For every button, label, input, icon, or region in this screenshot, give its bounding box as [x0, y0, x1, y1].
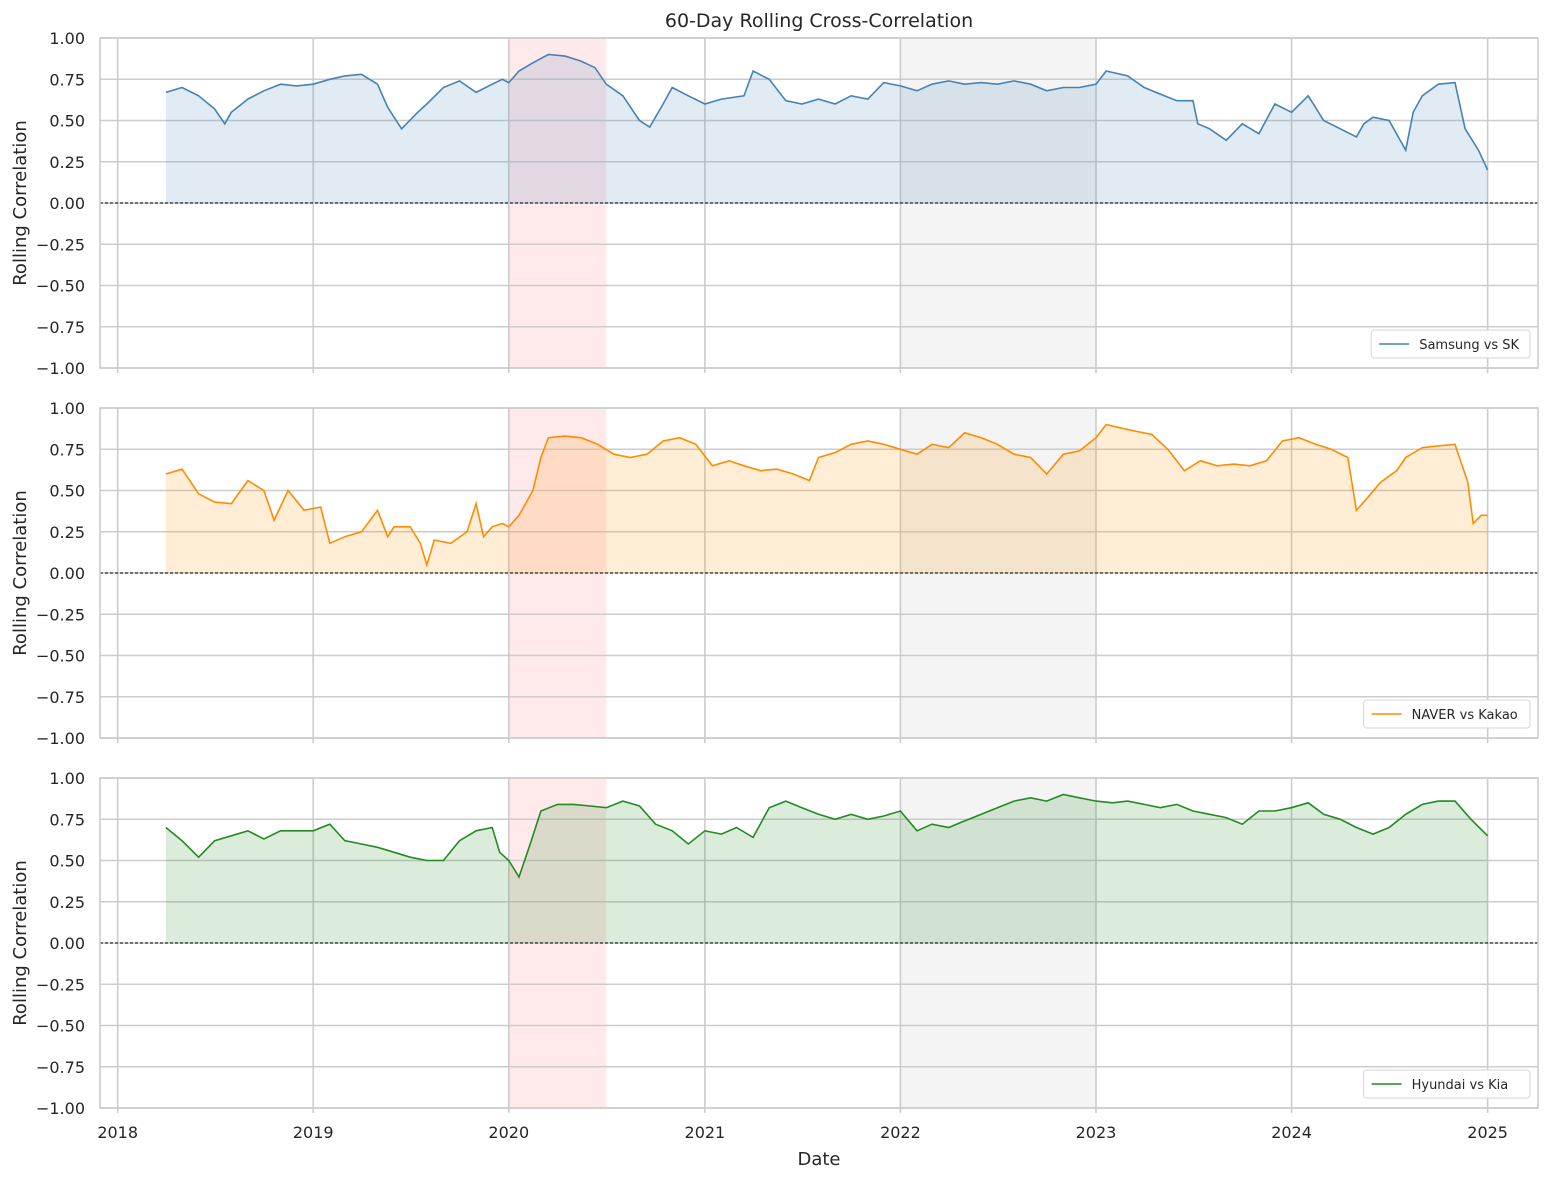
y-tick-label: −0.75	[36, 318, 85, 337]
y-tick-label: −0.25	[36, 975, 85, 994]
series-line	[165, 423, 1488, 568]
legend-label: NAVER vs Kakao	[1412, 708, 1518, 723]
y-tick-label: 1.00	[49, 29, 85, 48]
y-tick-label: −0.75	[36, 688, 85, 707]
y-tick-label: 0.25	[49, 893, 85, 912]
x-tick-label: 2018	[97, 1123, 138, 1142]
y-tick-label: −0.50	[36, 277, 85, 296]
y-tick-label: −0.50	[36, 1017, 85, 1036]
x-tick-label: 2021	[685, 1123, 726, 1142]
legend-box	[1370, 329, 1531, 359]
x-tick-label: 2025	[1467, 1123, 1508, 1142]
legend-box	[1363, 1069, 1531, 1099]
y-tick-label: 0.00	[49, 564, 85, 583]
y-tick-label: 0.25	[49, 153, 85, 172]
y-tick-label: −0.25	[36, 605, 85, 624]
x-tick-label: 2019	[293, 1123, 334, 1142]
x-tick-label: 2024	[1271, 1123, 1312, 1142]
y-tick-label: −1.00	[36, 359, 85, 378]
x-axis-label: Date	[797, 1149, 840, 1170]
plot-frame	[99, 777, 1539, 1109]
y-tick-label: 0.75	[49, 440, 85, 459]
panel-3: 1.00 0.75 0.50 0.25 0.00 −0.25 −0.50 −0.75 −1.00…	[10, 769, 1539, 1142]
series-area	[165, 54, 1488, 203]
y-tick-label: 0.75	[49, 70, 85, 89]
legend: Hyundai vs Kia	[1363, 1069, 1531, 1099]
chart-title: 60-Day Rolling Cross-Correlation	[665, 10, 973, 32]
y-tick-label: −0.75	[36, 1058, 85, 1077]
y-tick-label: 0.75	[49, 810, 85, 829]
panel-2: 1.00 0.75 0.50 0.25 0.00 −0.25 −0.50 −0.75 −1.00…	[10, 399, 1539, 748]
y-axis-label: Rolling Correlation	[10, 490, 31, 656]
series-line	[165, 793, 1489, 879]
x-tick-label: 2020	[488, 1123, 529, 1142]
legend: Samsung vs SK	[1370, 329, 1531, 359]
series-line	[165, 53, 1489, 171]
y-axis-label: Rolling Correlation	[10, 860, 31, 1026]
y-tick-label: −0.25	[36, 235, 85, 254]
legend-box	[1363, 699, 1531, 729]
series-area	[165, 794, 1488, 943]
y-tick-label: −1.00	[36, 729, 85, 748]
plot-frame	[99, 407, 1539, 739]
x-tick-label: 2023	[1076, 1123, 1117, 1142]
y-tick-label: 0.50	[49, 112, 85, 131]
y-tick-label: 0.00	[49, 934, 85, 953]
legend-label: Samsung vs SK	[1419, 338, 1519, 353]
y-tick-label: 1.00	[49, 769, 85, 788]
y-tick-label: 0.00	[49, 194, 85, 213]
y-tick-label: 0.50	[49, 482, 85, 501]
panel-1: 1.00 0.75 0.50 0.25 0.00 −0.25 −0.50 −0.75 −1.00…	[10, 29, 1539, 378]
y-tick-label: 0.25	[49, 523, 85, 542]
series-area	[165, 424, 1488, 573]
y-tick-label: 0.50	[49, 852, 85, 871]
y-tick-label: −0.50	[36, 647, 85, 666]
y-tick-label: −1.00	[36, 1099, 85, 1118]
legend: NAVER vs Kakao	[1363, 699, 1531, 729]
y-axis-label: Rolling Correlation	[10, 120, 31, 286]
plot-frame	[99, 37, 1539, 369]
y-tick-label: 1.00	[49, 399, 85, 418]
x-tick-label: 2022	[880, 1123, 921, 1142]
legend-label: Hyundai vs Kia	[1412, 1078, 1509, 1093]
